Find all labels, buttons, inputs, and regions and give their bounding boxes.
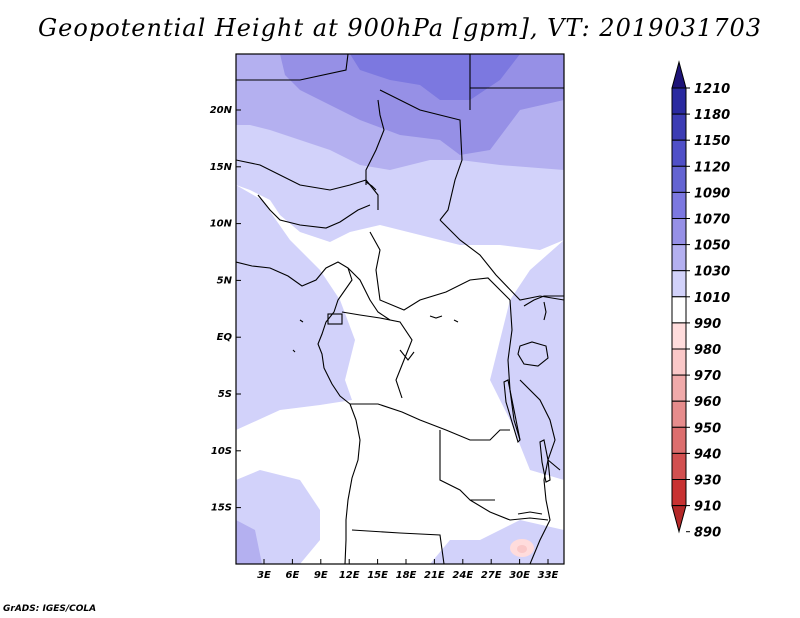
colorbar-label: 950 bbox=[694, 421, 721, 436]
colorbar-segment bbox=[671, 218, 687, 246]
border-zambia-zimbabwe bbox=[469, 499, 549, 521]
lon-tick-label: 21E bbox=[424, 570, 445, 581]
colorbar-label: 1120 bbox=[694, 160, 730, 175]
lat-tick-label: 15N bbox=[210, 162, 233, 173]
field-980-low bbox=[517, 545, 527, 553]
colorbar-label: 990 bbox=[694, 317, 721, 332]
colorbar-segment bbox=[671, 400, 687, 428]
colorbar-label: 1070 bbox=[694, 213, 730, 228]
lon-tick-label: 12E bbox=[339, 570, 360, 581]
colorbar-segment bbox=[671, 113, 687, 141]
latitude-axis: 20N 15N 10N 5N EQ 5S 10S 15S bbox=[210, 105, 241, 514]
lon-tick-label: 9E bbox=[314, 570, 328, 581]
colorbar-segment bbox=[671, 270, 687, 298]
lake-chad bbox=[365, 181, 377, 191]
lat-tick-label: 5S bbox=[218, 389, 232, 400]
lat-tick-label: 15S bbox=[211, 503, 232, 514]
border-congo bbox=[341, 311, 413, 399]
colorbar-label: 940 bbox=[694, 447, 721, 462]
colorbar-segment bbox=[671, 191, 687, 219]
colorbar-label: 1050 bbox=[694, 239, 730, 254]
lon-tick-label: 15E bbox=[367, 570, 388, 581]
colorbar-label: 1010 bbox=[694, 291, 730, 306]
field-1010-east bbox=[490, 240, 564, 480]
border-cameroon bbox=[347, 267, 391, 321]
border-drc-east bbox=[507, 299, 521, 441]
lat-tick-label: 10N bbox=[210, 219, 233, 230]
longitude-axis: 3E 6E 9E 12E 15E 18E 21E 24E 27E 30E 33E bbox=[257, 559, 559, 581]
lake-victoria bbox=[517, 341, 549, 367]
colorbar-label: 970 bbox=[694, 369, 721, 384]
lon-tick-label: 18E bbox=[396, 570, 417, 581]
drc-river bbox=[399, 315, 459, 361]
colorbar-label: 1090 bbox=[694, 186, 730, 201]
field-1030-sw bbox=[236, 520, 262, 564]
colorbar-label: 1030 bbox=[694, 265, 730, 280]
border-drc-south bbox=[350, 403, 510, 441]
colorbar-label: 1150 bbox=[694, 134, 730, 149]
map-title: Geopotential Height at 900hPa [gpm], VT:… bbox=[38, 14, 762, 42]
colorbar: 1210 1180 1150 1120 1090 1070 1050 1030 1010 990 9… bbox=[671, 60, 730, 541]
west-african-coastline bbox=[236, 261, 353, 405]
colorbar-segment bbox=[671, 296, 687, 324]
lake-tanganyika bbox=[503, 379, 521, 444]
lake-turkana bbox=[543, 301, 547, 321]
lon-tick-label: 33E bbox=[538, 570, 559, 581]
shaded-field bbox=[236, 54, 564, 564]
border-niger-chad bbox=[365, 99, 385, 185]
lon-tick-label: 27E bbox=[481, 570, 502, 581]
border-car bbox=[369, 231, 511, 311]
lake-kariba bbox=[517, 511, 543, 515]
colorbar-segment bbox=[671, 374, 687, 402]
colorbar-segment bbox=[671, 479, 687, 507]
border-chad-east bbox=[379, 89, 463, 221]
coastlines-borders bbox=[236, 54, 564, 564]
lon-tick-label: 30E bbox=[509, 570, 530, 581]
colorbar-top-arrow bbox=[671, 60, 687, 89]
field-1010-coast bbox=[236, 185, 355, 430]
border-libya-egypt bbox=[469, 54, 564, 110]
colorbar-segment bbox=[671, 348, 687, 376]
border-mali-niger bbox=[236, 159, 379, 210]
lon-tick-label: 3E bbox=[257, 570, 271, 581]
gulf-of-guinea-islands bbox=[292, 319, 304, 353]
colorbar-segment bbox=[671, 87, 687, 115]
lat-tick-label: 10S bbox=[211, 446, 232, 457]
border-sahara-west bbox=[236, 54, 349, 81]
colorbar-segment bbox=[671, 452, 687, 480]
colorbar-label: 890 bbox=[694, 526, 721, 541]
colorbar-segment bbox=[671, 426, 687, 454]
border-tanzania bbox=[519, 379, 561, 471]
east-africa-border bbox=[523, 295, 564, 307]
grads-credit: GrADS: IGES/COLA bbox=[3, 604, 97, 614]
lat-tick-label: EQ bbox=[217, 332, 233, 343]
lon-tick-label: 6E bbox=[286, 570, 300, 581]
colorbar-label: 910 bbox=[694, 500, 721, 515]
colorbar-label: 1180 bbox=[694, 108, 730, 123]
colorbar-segment bbox=[671, 165, 687, 193]
lat-tick-label: 5N bbox=[217, 275, 233, 286]
border-nigeria-north bbox=[257, 194, 371, 229]
map-frame bbox=[235, 53, 565, 565]
colorbar-label: 980 bbox=[694, 343, 721, 358]
equatorial-guinea bbox=[327, 313, 343, 325]
border-angola-zambia bbox=[439, 430, 495, 501]
angola-namibia-coast bbox=[344, 403, 361, 564]
colorbar-segment bbox=[671, 139, 687, 167]
lake-malawi bbox=[539, 439, 551, 483]
colorbar-label: 960 bbox=[694, 395, 721, 410]
lon-tick-label: 24E bbox=[452, 570, 473, 581]
colorbar-bottom-arrow bbox=[671, 505, 687, 534]
border-namibia-botswana bbox=[351, 529, 445, 564]
lat-tick-label: 20N bbox=[210, 105, 233, 116]
border-sudan-south bbox=[439, 219, 564, 301]
colorbar-label: 930 bbox=[694, 474, 721, 489]
colorbar-segment bbox=[671, 244, 687, 272]
colorbar-segment bbox=[671, 322, 687, 350]
colorbar-label: 1210 bbox=[694, 82, 730, 97]
